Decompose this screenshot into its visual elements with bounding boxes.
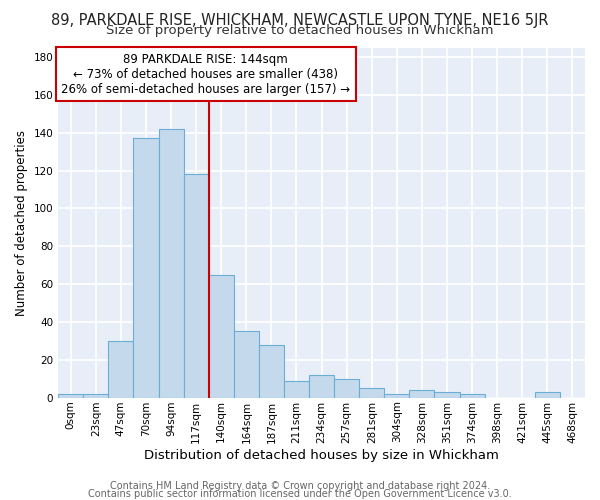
Bar [535, 392, 560, 398]
Bar [234, 332, 259, 398]
Y-axis label: Number of detached properties: Number of detached properties [15, 130, 28, 316]
Bar [359, 388, 385, 398]
Bar [158, 129, 184, 398]
Bar [309, 375, 334, 398]
Bar [334, 378, 359, 398]
Text: 89, PARKDALE RISE, WHICKHAM, NEWCASTLE UPON TYNE, NE16 5JR: 89, PARKDALE RISE, WHICKHAM, NEWCASTLE U… [51, 12, 549, 28]
Text: Contains public sector information licensed under the Open Government Licence v3: Contains public sector information licen… [88, 489, 512, 499]
Bar [460, 394, 485, 398]
Bar [284, 380, 309, 398]
Bar [133, 138, 158, 398]
Bar [109, 341, 133, 398]
Bar [58, 394, 83, 398]
Bar [409, 390, 434, 398]
Bar [83, 394, 109, 398]
Bar [209, 274, 234, 398]
Bar [434, 392, 460, 398]
Text: 89 PARKDALE RISE: 144sqm
← 73% of detached houses are smaller (438)
26% of semi-: 89 PARKDALE RISE: 144sqm ← 73% of detach… [61, 53, 350, 96]
X-axis label: Distribution of detached houses by size in Whickham: Distribution of detached houses by size … [144, 450, 499, 462]
Text: Size of property relative to detached houses in Whickham: Size of property relative to detached ho… [106, 24, 494, 37]
Bar [184, 174, 209, 398]
Bar [385, 394, 409, 398]
Text: Contains HM Land Registry data © Crown copyright and database right 2024.: Contains HM Land Registry data © Crown c… [110, 481, 490, 491]
Bar [259, 344, 284, 398]
